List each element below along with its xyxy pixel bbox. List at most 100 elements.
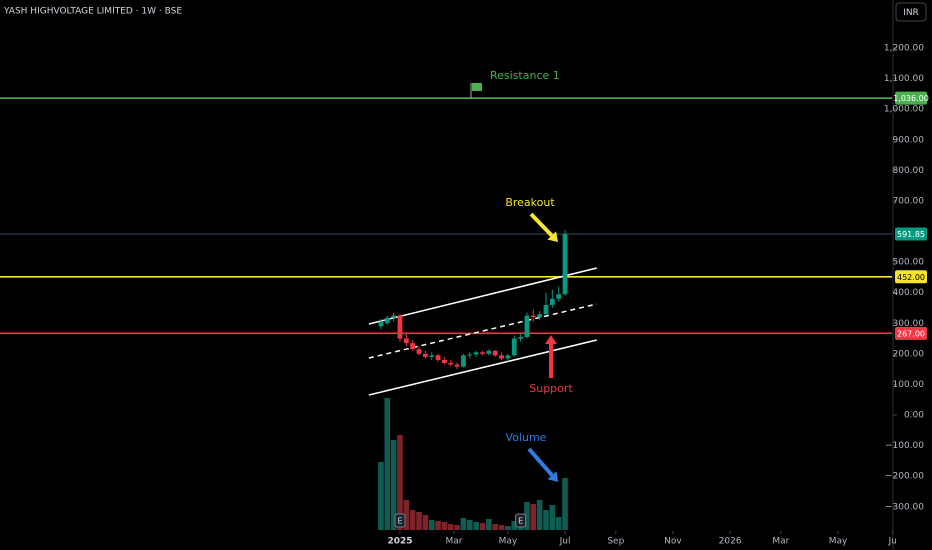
- y-tick-label: 700.00: [893, 196, 925, 206]
- candle-body: [499, 355, 504, 359]
- volume-bar: [403, 500, 410, 530]
- volume-bar: [524, 502, 530, 530]
- candle-body: [480, 352, 485, 354]
- volume-bar: [384, 398, 391, 530]
- volume-bar: [447, 524, 454, 530]
- level-price-box: [895, 227, 927, 241]
- x-tick-label: May: [829, 537, 848, 547]
- candle-body: [467, 354, 473, 356]
- volume-bar: [492, 524, 499, 530]
- candle-body: [543, 304, 549, 315]
- candle-body: [549, 298, 555, 305]
- candle-body: [511, 338, 517, 356]
- candle-body: [461, 355, 466, 367]
- candle-body: [492, 350, 498, 356]
- annotation: Support: [529, 382, 573, 395]
- breakout-arrow-head: [547, 231, 558, 242]
- trendline: [368, 339, 597, 396]
- y-tick-label: −100.00: [885, 441, 924, 451]
- volume-bar: [428, 520, 435, 530]
- y-tick-label: 400.00: [893, 288, 925, 298]
- volume-bar: [454, 525, 460, 530]
- level-price-box: [895, 326, 927, 340]
- candle-body: [530, 315, 536, 318]
- trendline: [368, 303, 597, 359]
- volume-arrow-head: [547, 471, 558, 482]
- candle-body: [384, 317, 390, 324]
- y-tick-label: 900.00: [893, 135, 925, 145]
- candle-body: [505, 355, 511, 359]
- earnings-label: E: [518, 517, 523, 526]
- level-price-label: 1,036.00: [893, 94, 929, 103]
- volume-bar: [473, 522, 479, 530]
- volume-bar: [530, 504, 537, 530]
- x-tick-label: Mar: [772, 537, 789, 547]
- volume-bar: [422, 515, 429, 530]
- volume-bar: [460, 518, 467, 530]
- candle-body: [537, 314, 543, 318]
- candle-body: [448, 363, 454, 365]
- x-tick-label: Jul: [559, 537, 571, 547]
- earnings-label: E: [397, 517, 402, 526]
- y-tick-label: −300.00: [885, 502, 924, 512]
- volume-bar: [441, 522, 448, 530]
- volume-bar: [378, 462, 384, 530]
- level-price-box: [895, 91, 927, 105]
- candle-body: [442, 359, 447, 364]
- x-tick-label: Sep: [607, 537, 624, 547]
- y-tick-label: 1,000.00: [884, 105, 924, 115]
- volume-bar: [505, 526, 511, 530]
- candle-body: [422, 353, 428, 357]
- candle-body: [454, 364, 460, 367]
- volume-bar: [511, 521, 518, 530]
- volume-bar: [555, 517, 562, 530]
- earnings-marker: [394, 513, 406, 528]
- annotation: Breakout: [505, 196, 555, 209]
- currency-button[interactable]: [895, 2, 927, 22]
- trendline: [368, 267, 597, 325]
- candle-body: [486, 350, 492, 354]
- x-tick-label: Ju: [887, 537, 896, 547]
- breakout-arrow: [529, 212, 554, 237]
- earnings-marker: [515, 513, 527, 528]
- y-tick-label: 800.00: [893, 166, 925, 176]
- volume-bar: [486, 519, 492, 530]
- currency-label[interactable]: INR: [903, 8, 919, 18]
- volume-bar: [479, 523, 486, 530]
- volume-bar: [536, 500, 543, 530]
- volume-bar: [409, 510, 416, 530]
- y-tick-label: 100.00: [893, 380, 925, 390]
- y-tick-label: 1,200.00: [884, 44, 924, 54]
- candle-body: [518, 337, 523, 339]
- flag: [472, 83, 482, 91]
- level-price-label: 267.00: [897, 329, 925, 338]
- volume-bar: [543, 510, 549, 530]
- level-price-box: [895, 270, 927, 284]
- chart-title: YASH HIGHVOLTAGE LIMITED · 1W · BSE: [3, 7, 182, 17]
- volume-bar: [416, 512, 422, 530]
- x-tick-label: Mar: [445, 537, 462, 547]
- x-tick-label: May: [499, 537, 518, 547]
- volume-arrow: [527, 447, 554, 477]
- y-tick-label: 1,100.00: [884, 74, 924, 84]
- y-tick-label: 0.00: [904, 411, 924, 421]
- volume-bar: [549, 505, 556, 530]
- candle-body: [416, 349, 422, 354]
- volume-bar: [435, 521, 441, 530]
- support-arrow-head: [545, 335, 557, 344]
- x-tick-label: 2025: [387, 537, 412, 547]
- annotation: Resistance 1: [490, 69, 560, 82]
- level-price-label: 452.00: [897, 273, 925, 282]
- candle-body: [429, 355, 435, 357]
- candle-body: [403, 338, 409, 344]
- volume-bar: [467, 520, 473, 530]
- candle-body: [391, 315, 397, 318]
- candle-body: [435, 355, 441, 360]
- candle-body: [473, 352, 479, 355]
- y-tick-label: 300.00: [893, 319, 925, 329]
- volume-bar: [397, 435, 403, 530]
- y-tick-label: −200.00: [885, 472, 924, 482]
